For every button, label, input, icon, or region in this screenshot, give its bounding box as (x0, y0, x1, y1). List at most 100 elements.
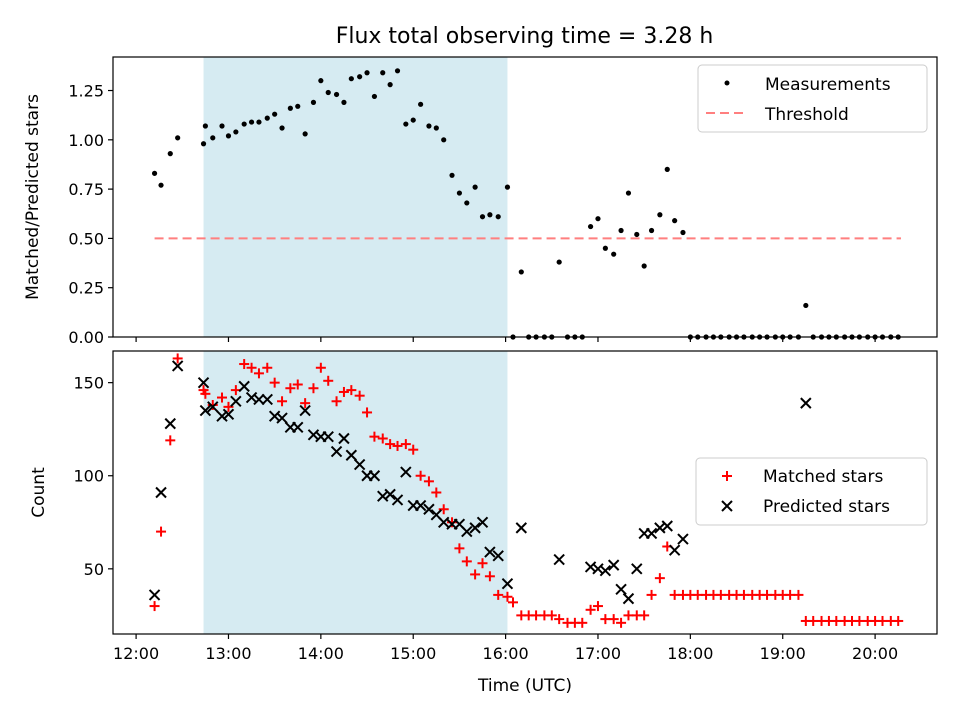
matched-star-point (585, 604, 596, 615)
matched-star-point (546, 610, 557, 621)
top-axes-frame (112, 56, 938, 338)
matched-star-point (165, 435, 176, 446)
predicted-star-point (345, 449, 358, 461)
predicted-star-point (230, 395, 242, 407)
measurement-point (318, 78, 324, 84)
measurement-point (272, 111, 278, 117)
measurement-point (151, 170, 158, 176)
bottom-x-tick-label: 14:00 (298, 644, 344, 663)
predicted-star-point (199, 404, 212, 417)
measurement-point (387, 82, 393, 88)
matched-star-point (470, 569, 481, 580)
matched-star-point (323, 375, 334, 386)
matched-star-point (592, 601, 603, 612)
measurement-point (495, 214, 501, 220)
predicted-star-point (515, 522, 528, 534)
matched-star-point (239, 359, 250, 370)
predicted-star-point (615, 583, 627, 596)
measurement-point (357, 74, 363, 80)
top-shaded-window (203, 57, 508, 337)
measurement-point (403, 121, 409, 127)
matched-star-point (415, 470, 426, 481)
measurement-point (618, 227, 624, 234)
measurement-point (487, 212, 493, 218)
measurement-point (380, 70, 386, 76)
measurement-point (602, 245, 608, 251)
measurement-point (803, 302, 809, 309)
matched-star-point (793, 589, 804, 600)
top-panel: 0.00 0.25 0.50 0.75 1.00 1.25 Matched/Predict… (23, 56, 938, 347)
measurement-point (175, 135, 181, 141)
matched-star-point (639, 610, 650, 621)
measurement-point (657, 212, 663, 218)
predicted-star-point (353, 458, 366, 471)
measurement-point (611, 251, 617, 257)
matched-star-point (454, 543, 465, 554)
matched-star-point (277, 396, 288, 407)
matched-star-point (369, 431, 380, 442)
matched-star-point (354, 390, 365, 401)
bottom-x-tick-label: 16:00 (483, 644, 529, 663)
predicted-star-point (476, 516, 489, 528)
top-axis-ticks: 0.00 0.25 0.50 0.75 1.00 1.25 (68, 82, 876, 347)
legend-label-threshold: Threshold (764, 105, 849, 125)
top-y-axis-label: Matched/Predicted stars (23, 94, 43, 300)
predicted-star-point (238, 380, 250, 393)
measurement-point (241, 121, 247, 127)
measurement-points (151, 68, 901, 340)
predicted-star-points (148, 360, 812, 605)
matched-star-points (149, 353, 904, 628)
measurement-point (418, 101, 424, 107)
bottom-panel: 50 100 150 12:00 13:00 14:00 15:00 16:00 17:00 18… (29, 350, 938, 696)
predicted-star-point (677, 533, 689, 545)
measurement-point (464, 200, 470, 206)
bottom-x-tick-label: 20:00 (852, 644, 898, 663)
bottom-y-tick-label: 100 (73, 467, 104, 486)
top-y-tick-label: 0.50 (68, 229, 104, 248)
matched-star-point (484, 571, 495, 582)
predicted-star-point (148, 589, 161, 601)
bottom-y-axis-label: Count (29, 467, 49, 518)
predicted-star-point (207, 401, 219, 413)
matched-star-point (502, 591, 513, 602)
predicted-star-point (423, 503, 435, 515)
measurement-point (348, 76, 354, 82)
matched-star-point (447, 517, 458, 528)
measurement-point (264, 115, 270, 121)
matched-star-point (246, 362, 257, 373)
predicted-star-point (276, 412, 288, 424)
top-legend-box (697, 64, 928, 133)
predicted-star-point (322, 430, 334, 443)
legend-label-measurements: Measurements (765, 75, 891, 95)
measurement-point (587, 223, 594, 230)
bottom-x-tick-label: 13:00 (205, 644, 251, 663)
predicted-star-point (469, 522, 481, 534)
predicted-star-point (197, 376, 210, 389)
predicted-star-point (292, 421, 304, 434)
predicted-star-point (501, 578, 514, 590)
predicted-star-point (438, 516, 450, 528)
bottom-axes-frame (112, 350, 938, 635)
bottom-legend-box (695, 457, 928, 526)
matched-star-point (217, 392, 228, 403)
legend-marker-measurements (724, 80, 730, 86)
predicted-star-point (622, 592, 635, 605)
chart-title: Flux total observing time = 3.28 h (336, 24, 714, 49)
matched-star-point (616, 617, 627, 628)
matched-star-point (893, 615, 904, 626)
measurement-point (167, 151, 173, 157)
legend-label-matched: Matched stars (763, 467, 883, 487)
matched-star-point (477, 558, 488, 569)
predicted-star-point (607, 559, 620, 571)
predicted-star-point (253, 393, 265, 406)
predicted-star-point (599, 564, 612, 577)
matched-star-point (385, 439, 396, 450)
matched-star-point (156, 526, 167, 537)
measurement-point (595, 216, 601, 222)
measurement-point (310, 99, 317, 105)
measurement-point (279, 125, 285, 131)
predicted-star-point (661, 520, 673, 532)
matched-star-point (285, 383, 296, 394)
bottom-y-tick-label: 50 (84, 560, 104, 579)
top-legend: Measurements Threshold (697, 64, 928, 133)
